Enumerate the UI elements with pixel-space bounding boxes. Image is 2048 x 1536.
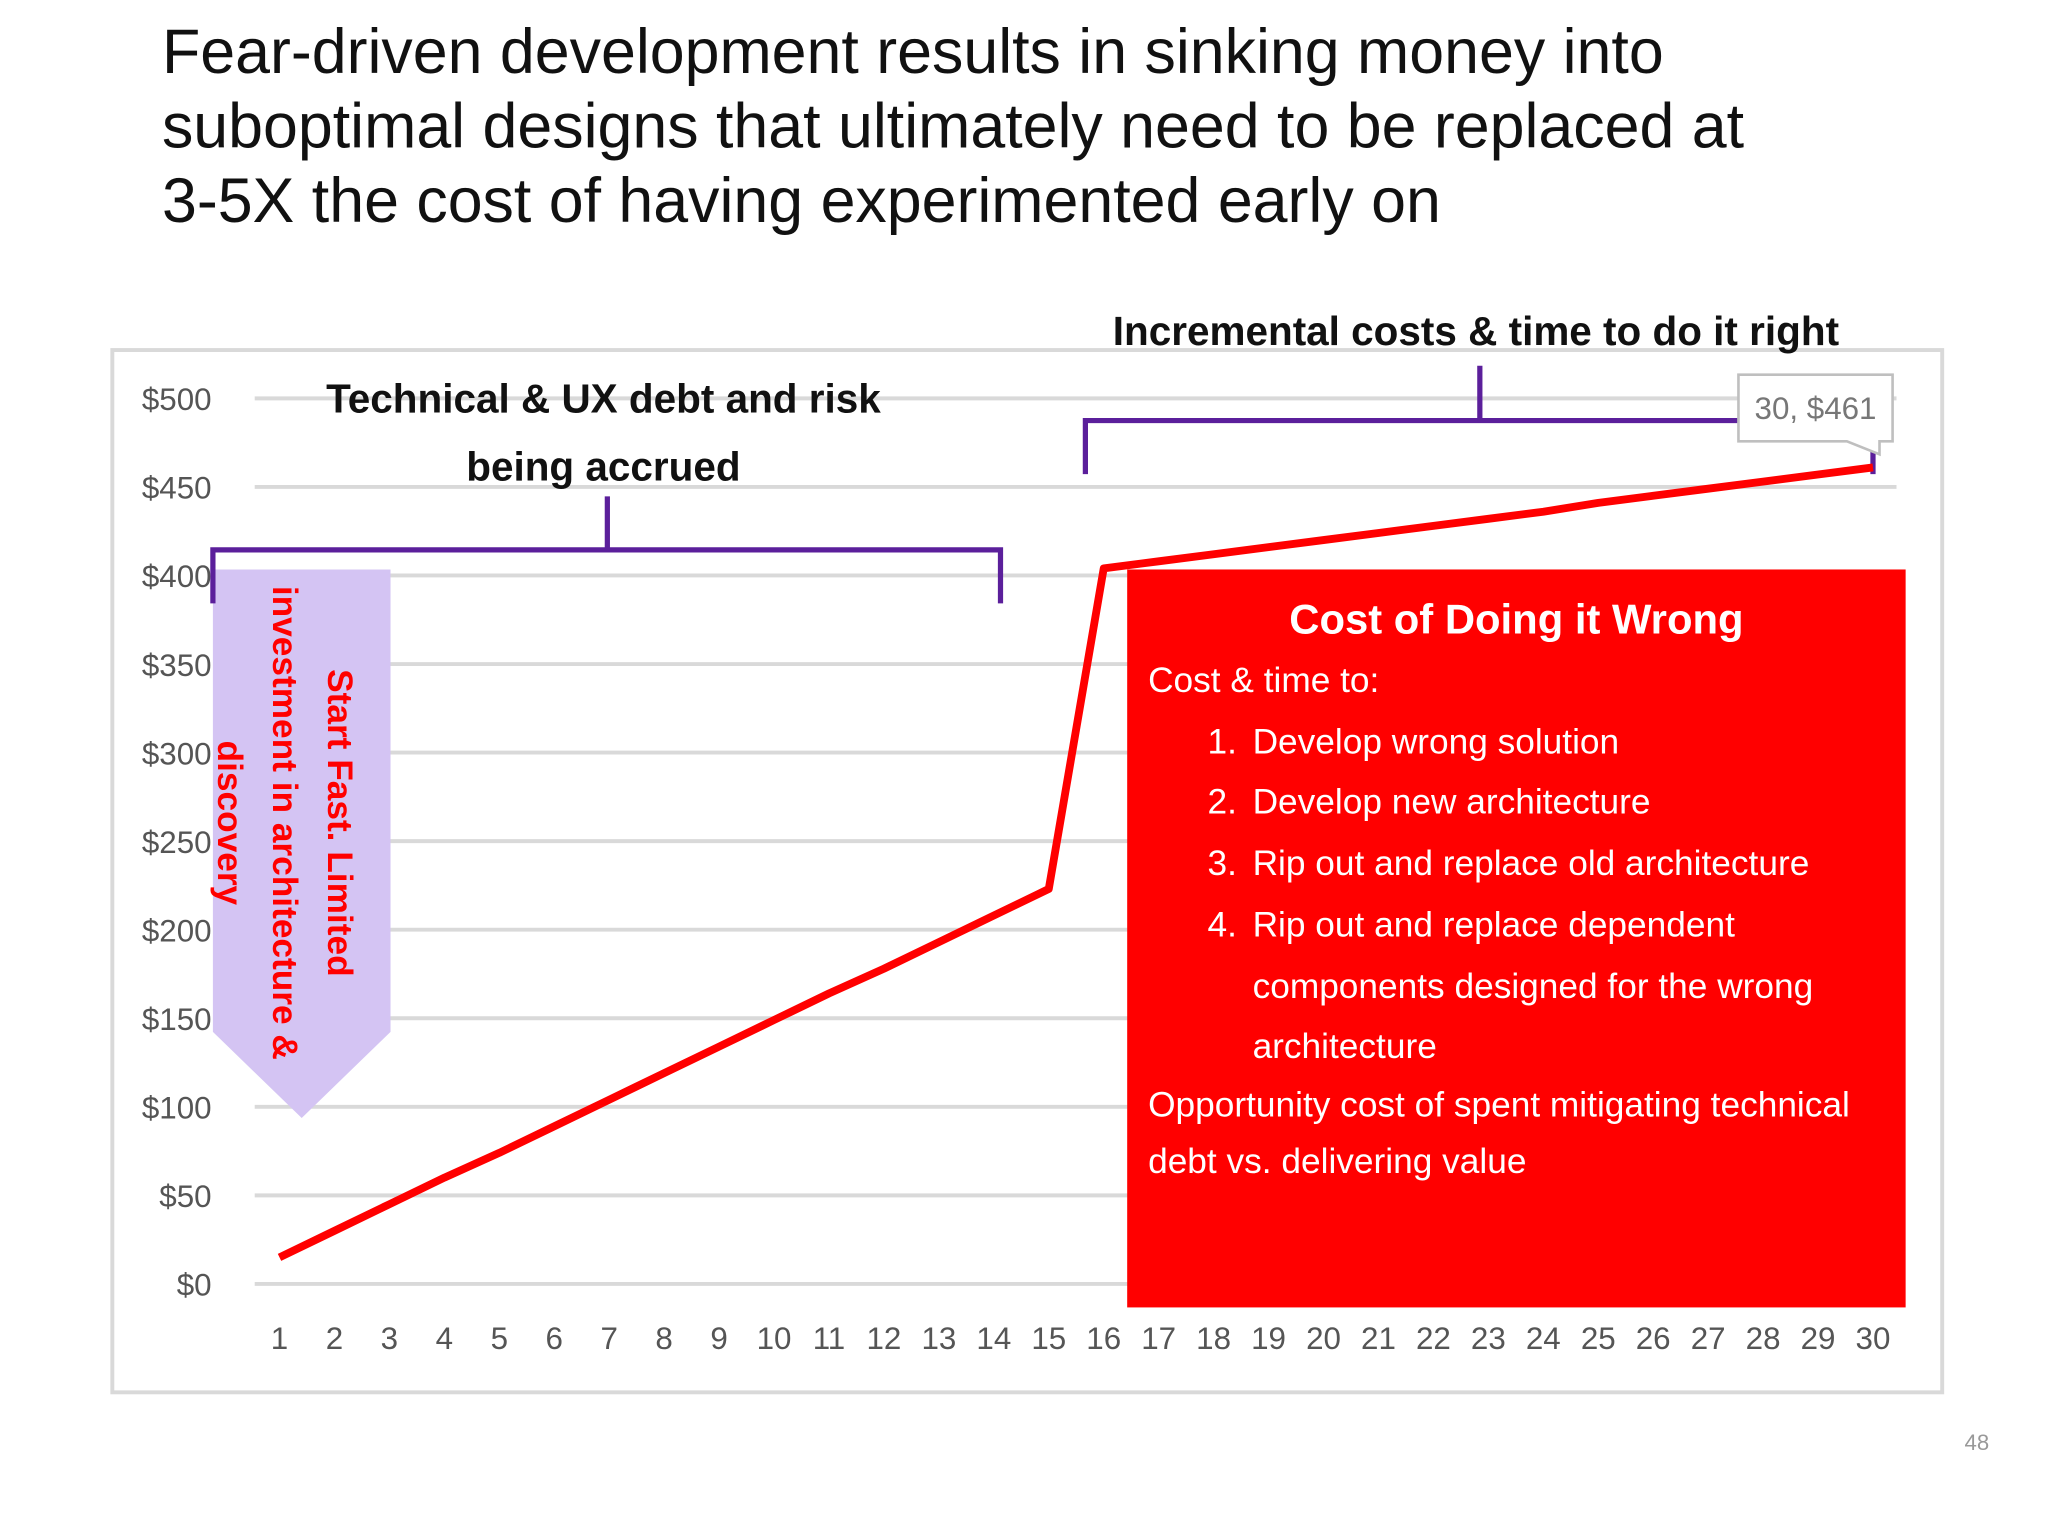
- arrow-label-line: discovery: [210, 741, 249, 906]
- page-number: 48: [1965, 1430, 1990, 1455]
- x-tick-label: 14: [976, 1321, 1011, 1356]
- data-label-box: [1737, 373, 1894, 457]
- box-title: Cost of Doing it Wrong: [1289, 595, 1744, 643]
- arrow-label: Start Fast. Limited investment in archite…: [210, 586, 359, 1060]
- title-line: 3-5X the cost of having experimented ear…: [162, 166, 1441, 236]
- x-tick-label: 7: [600, 1321, 617, 1356]
- x-tick-label: 16: [1086, 1321, 1121, 1356]
- item-marker: 3.: [1207, 843, 1237, 884]
- item-text: Develop new architecture: [1252, 782, 1651, 823]
- box-content: Cost of Doing it Wrong Cost & time to: 1…: [1127, 569, 1905, 1190]
- x-tick-label: 27: [1691, 1321, 1726, 1356]
- arrow-shape: [212, 569, 391, 1119]
- x-tick-label: 4: [436, 1321, 453, 1356]
- item-text: Develop wrong solution: [1252, 721, 1620, 762]
- y-tick-label: $400: [142, 559, 212, 594]
- x-tick-label: 13: [921, 1321, 956, 1356]
- box-item: 1. Develop wrong solution: [1148, 711, 1885, 772]
- data-label: 30, $461: [1755, 391, 1877, 426]
- red-box-text: Cost of Doing it Wrong Cost & time to: 1…: [1127, 569, 1905, 1190]
- x-tick-label: 21: [1361, 1321, 1396, 1356]
- y-tick-label: $250: [142, 825, 212, 860]
- x-tick-label: 15: [1031, 1321, 1066, 1356]
- title-line: Fear-driven development results in sinki…: [162, 17, 1664, 87]
- x-tick-label: 22: [1416, 1321, 1451, 1356]
- x-tick-label: 19: [1251, 1321, 1286, 1356]
- x-tick-label: 18: [1196, 1321, 1231, 1356]
- box-intro: Cost & time to:: [1148, 660, 1380, 701]
- x-tick-label: 2: [326, 1321, 343, 1356]
- x-tick-label: 9: [710, 1321, 727, 1356]
- x-tick-label: 5: [491, 1321, 508, 1356]
- x-tick-label: 20: [1306, 1321, 1341, 1356]
- x-tick-label: 17: [1141, 1321, 1176, 1356]
- y-tick-label: $450: [142, 471, 212, 506]
- x-tick-label: 12: [866, 1321, 901, 1356]
- x-tick-label: 11: [813, 1321, 846, 1356]
- y-tick-label: $50: [159, 1179, 211, 1214]
- y-tick-label: $150: [142, 1002, 212, 1037]
- x-tick-label: 24: [1526, 1321, 1561, 1356]
- x-tick-label: 26: [1636, 1321, 1671, 1356]
- box-item: 2. Develop new architecture: [1148, 772, 1885, 833]
- box-item: 3. Rip out and replace old architecture: [1148, 833, 1885, 894]
- item-text: Rip out and replace old architecture: [1252, 843, 1810, 884]
- item-marker: 2.: [1207, 782, 1237, 823]
- x-tick-label: 28: [1746, 1321, 1781, 1356]
- incremental-label: Incremental costs & time to do it right: [1113, 308, 1839, 354]
- x-tick-label: 30: [1856, 1321, 1891, 1356]
- y-tick-label: $500: [142, 382, 212, 417]
- debt-label: Technical & UX debt and risk: [326, 376, 881, 422]
- debt-label: being accrued: [466, 444, 740, 490]
- arrow-label-line: investment in architecture &: [265, 586, 304, 1060]
- x-tick-label: 10: [757, 1321, 792, 1356]
- y-tick-label: $300: [142, 736, 212, 771]
- item-marker: 1.: [1207, 721, 1237, 762]
- box-footer: Opportunity cost of spent mitigating tec…: [1148, 1085, 1850, 1181]
- data-line: [277, 463, 1874, 1261]
- x-tick-label: 23: [1471, 1321, 1506, 1356]
- box-item: 4. Rip out and replace dependent componen…: [1148, 894, 1885, 1077]
- x-tick-label: 3: [381, 1321, 398, 1356]
- item-marker: 4.: [1207, 904, 1237, 945]
- red-box: [1127, 569, 1906, 1308]
- y-tick-label: $200: [142, 913, 212, 948]
- x-tick-label: 29: [1801, 1321, 1836, 1356]
- x-tick-label: 6: [546, 1321, 563, 1356]
- x-tick-label: 8: [655, 1321, 672, 1356]
- title-line: suboptimal designs that ultimately need …: [162, 92, 1744, 162]
- arrow-label-line: Start Fast. Limited: [320, 669, 359, 977]
- y-tick-label: $0: [177, 1268, 212, 1303]
- item-text: Rip out and replace dependent components…: [1252, 904, 1814, 1067]
- y-tick-label: $350: [142, 648, 212, 683]
- x-tick-label: 25: [1581, 1321, 1616, 1356]
- x-tick-label: 1: [271, 1321, 288, 1356]
- y-tick-label: $100: [142, 1091, 212, 1126]
